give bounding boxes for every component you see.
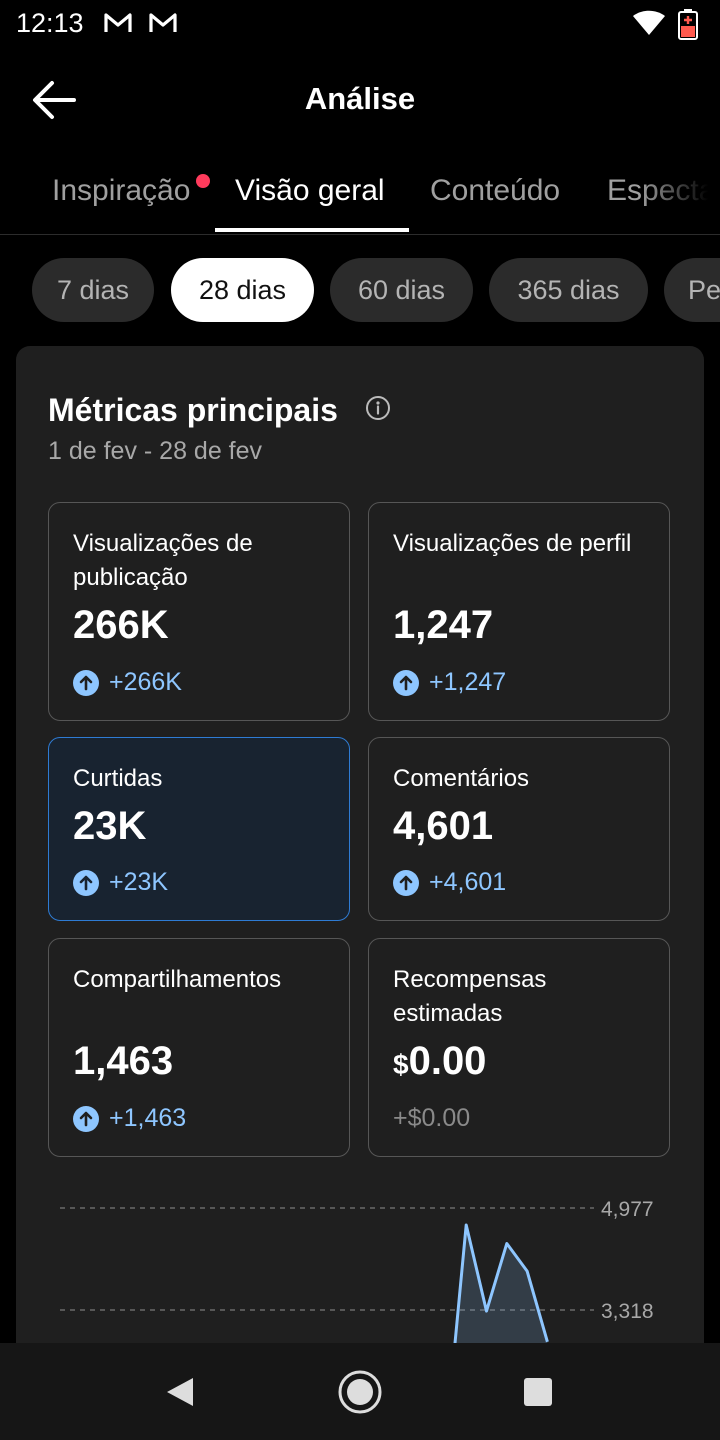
metric-label: Comentários — [393, 765, 530, 792]
likes-trend-chart: 4,977 3,318 — [60, 1198, 654, 1366]
metric-value: 1,463 — [73, 1039, 174, 1083]
metric-estimated-rewards[interactable]: Recompensas estimadas $0.00 +$0.00 — [368, 938, 670, 1157]
card-title: Métricas principais — [48, 392, 338, 428]
metric-change: +$0.00 — [393, 1104, 470, 1133]
y-tick-label: 3,318 — [601, 1300, 654, 1323]
app-header: Análise — [0, 48, 720, 152]
chart-series-line — [451, 1223, 549, 1366]
range-chip-365[interactable]: 365 dias — [489, 258, 648, 322]
tab-inspiracao[interactable]: Inspiração — [52, 174, 191, 207]
metric-comments[interactable]: Comentários 4,601 +4,601 — [368, 737, 670, 921]
metric-change-value: +1,463 — [109, 1104, 187, 1132]
tabs-fade — [640, 152, 720, 232]
metric-label: Curtidas — [73, 765, 163, 792]
metric-change: +1,247 — [393, 668, 506, 697]
metric-change: +23K — [73, 868, 168, 897]
metric-change-value: +266K — [109, 668, 182, 696]
info-icon[interactable] — [365, 395, 391, 421]
metric-shares[interactable]: Compartilhamentos 1,463 +1,463 — [48, 938, 350, 1157]
chart-area — [452, 1225, 548, 1366]
metric-label: Visualizações de publicação — [73, 530, 253, 591]
gmail-icon — [104, 13, 132, 32]
arrow-up-circle-icon — [393, 669, 419, 696]
arrow-up-circle-icon — [393, 869, 419, 896]
metric-value: 4,601 — [393, 804, 494, 848]
metric-profile-views[interactable]: Visualizações de perfil 1,247 +1,247 — [368, 502, 670, 721]
range-chip-custom[interactable]: Personalizado — [664, 258, 720, 322]
metric-value-number: 0.00 — [408, 1039, 487, 1083]
date-range-selector: 7 dias 28 dias 60 dias 365 dias Personal… — [0, 258, 720, 322]
metric-likes[interactable]: Curtidas 23K +23K — [48, 737, 350, 921]
currency-symbol: $ — [393, 1049, 409, 1080]
nav-recents-icon[interactable] — [523, 1377, 553, 1407]
metric-value: 266K — [73, 603, 169, 647]
tab-visao-geral[interactable]: Visão geral — [235, 174, 385, 207]
status-bar: 12:13 — [0, 0, 720, 48]
tab-conteudo[interactable]: Conteúdo — [430, 174, 561, 207]
metric-change-value: +1,247 — [429, 668, 507, 696]
wifi-icon — [633, 10, 665, 35]
metric-value: 23K — [73, 804, 147, 848]
notification-dot — [196, 174, 210, 188]
nav-back-icon[interactable] — [163, 1375, 197, 1409]
metric-post-views[interactable]: Visualizações de publicação 266K +266K — [48, 502, 350, 721]
metric-change: +4,601 — [393, 868, 506, 897]
active-tab-indicator — [215, 228, 409, 232]
metric-label: Visualizações de perfil — [393, 530, 632, 557]
range-chip-60[interactable]: 60 dias — [330, 258, 473, 322]
arrow-up-circle-icon — [73, 1105, 99, 1132]
page-title: Análise — [304, 81, 416, 116]
metric-change-value: +4,601 — [429, 868, 507, 896]
system-nav-bar — [0, 1343, 720, 1440]
y-tick-label: 4,977 — [601, 1198, 654, 1221]
nav-home-icon[interactable] — [337, 1369, 383, 1415]
analytics-tabs: Inspiração Visão geral Conteúdo Espectad… — [0, 152, 720, 235]
metric-value: 1,247 — [393, 603, 494, 647]
metric-value: $0.00 — [393, 1039, 486, 1084]
metric-change: +266K — [73, 668, 182, 697]
metric-label: Recompensas estimadas — [393, 966, 547, 1027]
range-chip-7[interactable]: 7 dias — [32, 258, 154, 322]
metric-change: +1,463 — [73, 1104, 186, 1133]
range-chip-28[interactable]: 28 dias — [171, 258, 314, 322]
arrow-up-circle-icon — [73, 869, 99, 896]
metric-change-value: +$0.00 — [393, 1104, 471, 1132]
arrow-up-circle-icon — [73, 669, 99, 696]
date-range-label: 1 de fev - 28 de fev — [48, 437, 263, 465]
metric-label: Compartilhamentos — [73, 966, 282, 993]
battery-low-icon — [678, 9, 698, 40]
key-metrics-card: Métricas principais 1 de fev - 28 de fev… — [16, 346, 704, 1366]
gmail-icon — [149, 13, 177, 32]
status-time: 12:13 — [16, 8, 84, 38]
arrow-left-icon[interactable] — [30, 78, 78, 122]
metric-change-value: +23K — [109, 868, 169, 896]
